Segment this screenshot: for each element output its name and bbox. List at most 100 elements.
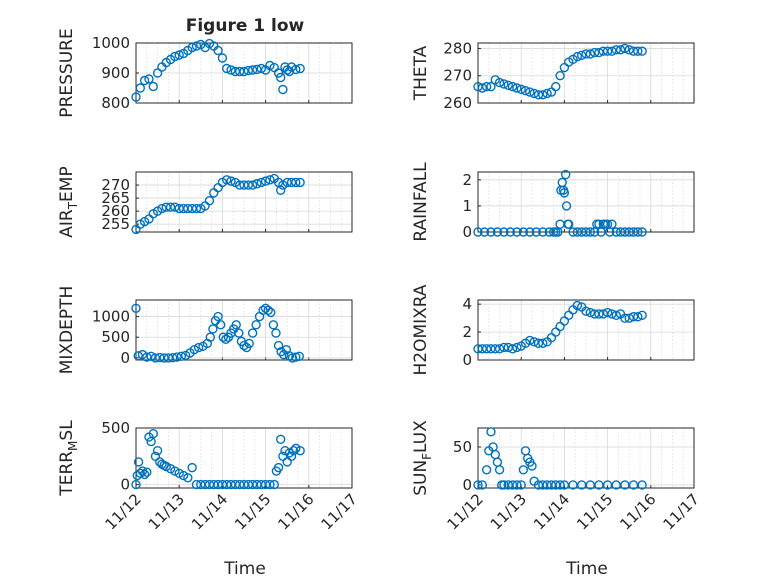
data-point (520, 86, 531, 96)
data-point (637, 227, 647, 237)
y-tick-label: 0 (462, 351, 472, 369)
plot-frame (477, 427, 695, 489)
y-tick-label: 255 (101, 215, 130, 233)
data-point (620, 43, 630, 54)
data-point (637, 46, 647, 56)
data-point (499, 79, 509, 89)
data-point (218, 332, 228, 342)
y-tick-label: 4 (462, 295, 472, 313)
data-point (222, 175, 232, 185)
data-point (607, 219, 617, 229)
data-point (486, 227, 496, 237)
data-point (529, 88, 539, 99)
data-point (263, 305, 273, 316)
data-point (481, 81, 492, 92)
data-point (512, 480, 522, 490)
data-point (168, 353, 178, 363)
data-point (633, 46, 643, 56)
data-point (507, 81, 518, 92)
data-point (490, 344, 500, 354)
subplot-1: 800 900 1000 PRESSURE (57, 28, 353, 118)
data-point (507, 344, 518, 354)
data-point (525, 87, 535, 97)
data-point (213, 311, 223, 322)
data-point (499, 227, 509, 237)
data-point (492, 227, 503, 237)
data-point (518, 465, 529, 475)
data-point (215, 320, 226, 330)
subplot-7: 11/12 11/13 11/14 11/15 11/16 11/17 0 500 TERRMS… (57, 419, 361, 533)
data-point (231, 320, 241, 330)
data-point (516, 480, 526, 490)
data-point (585, 227, 596, 237)
data-point (620, 313, 630, 323)
x-tick-label: 11/12 (102, 490, 145, 533)
data-point (265, 175, 275, 185)
data-point (611, 45, 621, 55)
data-point (542, 88, 552, 99)
data-point (170, 202, 180, 212)
data-point (279, 349, 289, 360)
data-point (247, 65, 258, 75)
data-point (268, 320, 279, 330)
data-point (295, 63, 305, 74)
y-axis-label: H2OMIXRA (411, 284, 431, 375)
data-point (204, 195, 215, 206)
data-point (243, 180, 254, 190)
y-tick-label: 265 (101, 189, 130, 207)
data-point (585, 307, 596, 318)
data-point (157, 203, 167, 214)
data-point (251, 320, 261, 330)
data-point (516, 84, 526, 95)
y-tick-label: 0 (120, 476, 130, 494)
data-point (525, 335, 535, 346)
data-point (486, 427, 496, 437)
data-point (560, 169, 571, 180)
y-tick-label: 0 (462, 476, 472, 494)
y-tick-label: 0 (462, 223, 472, 241)
data-point (295, 177, 305, 188)
data-point (135, 468, 146, 478)
data-point (499, 342, 509, 353)
data-point (144, 74, 154, 84)
data-point (633, 227, 643, 237)
data-point (294, 351, 304, 361)
data-point (602, 46, 613, 56)
data-point (183, 473, 193, 483)
data-point (217, 53, 228, 63)
data-point (486, 81, 496, 92)
data-point (148, 428, 158, 439)
x-axis-label-left: Time (223, 559, 266, 579)
data-point (226, 65, 236, 75)
data-point (561, 201, 572, 211)
y-tick-label: 270 (443, 67, 472, 85)
data-point (265, 60, 275, 71)
data-point (276, 347, 286, 357)
data-point (477, 480, 488, 490)
data-point (594, 309, 604, 319)
data-point (581, 49, 591, 59)
data-point (276, 185, 286, 195)
data-point (572, 51, 583, 62)
data-point (503, 80, 513, 90)
data-point (538, 338, 548, 348)
y-axis-label: PRESSURE (57, 28, 77, 117)
y-tick-label: 500 (101, 419, 130, 437)
data-point (288, 445, 299, 456)
data-point (551, 81, 561, 92)
data-point (269, 479, 279, 490)
data-point (139, 75, 150, 86)
y-tick-label: 500 (101, 328, 130, 346)
data-point (276, 72, 286, 83)
data-point (477, 83, 488, 93)
data-point (291, 64, 301, 75)
x-tick-label: 11/15 (231, 490, 274, 533)
plot-frame (135, 171, 353, 233)
data-point (533, 338, 544, 348)
data-point (512, 342, 522, 353)
data-point (538, 227, 548, 237)
y-tick-label: 280 (443, 39, 472, 57)
data-point (205, 332, 216, 342)
data-point (518, 227, 529, 237)
